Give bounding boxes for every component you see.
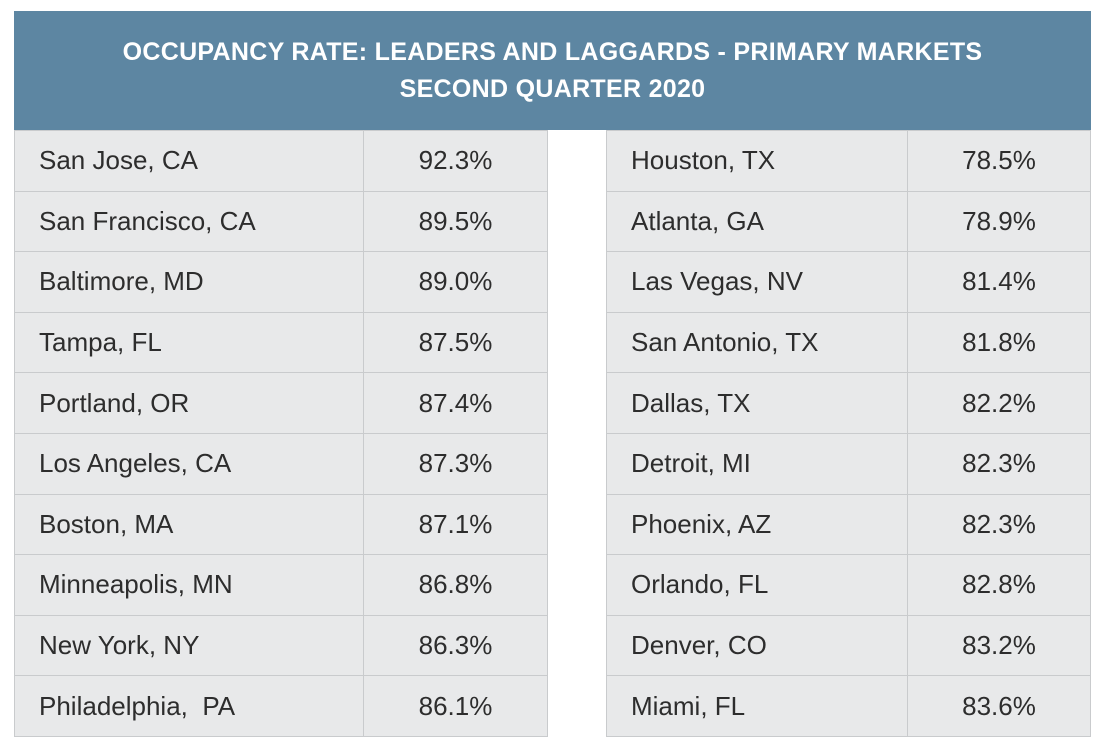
laggards-rate-cell: 82.3% — [907, 432, 1091, 495]
laggards-row: Dallas, TX 82.2% — [606, 372, 1091, 434]
laggards-rate-cell: 78.9% — [907, 190, 1091, 253]
laggards-row: San Antonio, TX 81.8% — [606, 311, 1091, 374]
laggards-market-cell: Denver, CO — [606, 614, 908, 677]
laggards-row: Houston, TX 78.5% — [606, 130, 1091, 192]
laggards-rate-cell: 83.6% — [907, 675, 1091, 737]
laggards-table-body: Houston, TX 78.5% Atlanta, GA 78.9% Las Vega… — [606, 130, 1091, 737]
leaders-rate-cell: 92.3% — [363, 130, 548, 192]
leaders-rate-cell: 87.5% — [363, 311, 548, 374]
leaders-market-cell: Baltimore, MD — [14, 251, 364, 313]
laggards-rate-cell: 83.2% — [907, 614, 1091, 677]
laggards-market-cell: Las Vegas, NV — [606, 251, 908, 313]
leaders-rate-cell: 89.5% — [363, 190, 548, 253]
laggards-market-cell: Houston, TX — [606, 130, 908, 192]
laggards-market-cell: Orlando, FL — [606, 554, 908, 616]
leaders-market-cell: Minneapolis, MN — [14, 554, 364, 616]
leaders-rate-cell: 86.3% — [363, 614, 548, 677]
leaders-row: San Jose, CA 92.3% — [14, 130, 548, 192]
leaders-rate-cell: 87.1% — [363, 493, 548, 556]
laggards-row: Las Vegas, NV 81.4% — [606, 251, 1091, 313]
leaders-market-cell: Philadelphia, PA — [14, 675, 364, 737]
laggards-row: Miami, FL 83.6% — [606, 675, 1091, 737]
leaders-rate-cell: 86.8% — [363, 554, 548, 616]
title-line-2: SECOND QUARTER 2020 — [399, 74, 706, 103]
leaders-row: Baltimore, MD 89.0% — [14, 251, 548, 313]
laggards-market-cell: Atlanta, GA — [606, 190, 908, 253]
laggards-rate-cell: 82.2% — [907, 372, 1091, 434]
laggards-row: Detroit, MI 82.3% — [606, 432, 1091, 495]
laggards-rate-cell: 82.3% — [907, 493, 1091, 556]
leaders-row: New York, NY 86.3% — [14, 614, 548, 677]
leaders-row: Minneapolis, MN 86.8% — [14, 554, 548, 616]
leaders-rate-cell: 87.3% — [363, 432, 548, 495]
laggards-market-cell: Phoenix, AZ — [606, 493, 908, 556]
laggards-row: Denver, CO 83.2% — [606, 614, 1091, 677]
leaders-row: Tampa, FL 87.5% — [14, 311, 548, 374]
table-title: OCCUPANCY RATE: LEADERS AND LAGGARDS - P… — [14, 11, 1091, 130]
laggards-rate-cell: 78.5% — [907, 130, 1091, 192]
leaders-row: Los Angeles, CA 87.3% — [14, 432, 548, 495]
leaders-rate-cell: 87.4% — [363, 372, 548, 434]
laggards-row: Atlanta, GA 78.9% — [606, 190, 1091, 253]
laggards-rate-cell: 81.4% — [907, 251, 1091, 313]
leaders-market-cell: San Jose, CA — [14, 130, 364, 192]
leaders-row: San Francisco, CA 89.5% — [14, 190, 548, 253]
laggards-rate-cell: 82.8% — [907, 554, 1091, 616]
laggards-table: Houston, TX 78.5% Atlanta, GA 78.9% Las Vega… — [606, 130, 1091, 737]
leaders-row: Philadelphia, PA 86.1% — [14, 675, 548, 737]
leaders-row: Boston, MA 87.1% — [14, 493, 548, 556]
laggards-market-cell: Detroit, MI — [606, 432, 908, 495]
leaders-market-cell: New York, NY — [14, 614, 364, 677]
leaders-rate-cell: 89.0% — [363, 251, 548, 313]
leaders-market-cell: Boston, MA — [14, 493, 364, 556]
title-line-1: OCCUPANCY RATE: LEADERS AND LAGGARDS - P… — [122, 37, 983, 66]
laggards-market-cell: San Antonio, TX — [606, 311, 908, 374]
leaders-table-body: San Jose, CA 92.3% San Francisco, CA 89.5% B… — [14, 130, 548, 737]
laggards-market-cell: Dallas, TX — [606, 372, 908, 434]
laggards-rate-cell: 81.8% — [907, 311, 1091, 374]
leaders-row: Portland, OR 87.4% — [14, 372, 548, 434]
leaders-market-cell: Tampa, FL — [14, 311, 364, 374]
leaders-market-cell: Los Angeles, CA — [14, 432, 364, 495]
leaders-table: San Jose, CA 92.3% San Francisco, CA 89.5% B… — [14, 130, 548, 737]
laggards-row: Phoenix, AZ 82.3% — [606, 493, 1091, 556]
laggards-market-cell: Miami, FL — [606, 675, 908, 737]
leaders-market-cell: San Francisco, CA — [14, 190, 364, 253]
laggards-row: Orlando, FL 82.8% — [606, 554, 1091, 616]
leaders-market-cell: Portland, OR — [14, 372, 364, 434]
leaders-rate-cell: 86.1% — [363, 675, 548, 737]
